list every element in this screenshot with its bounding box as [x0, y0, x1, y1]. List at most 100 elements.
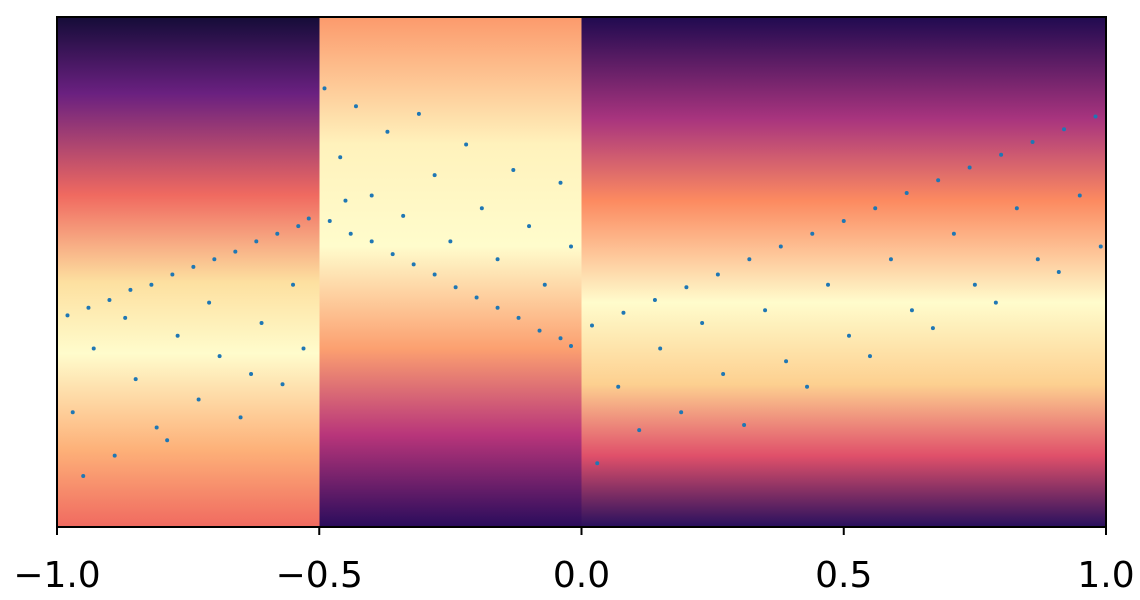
point — [65, 313, 70, 318]
x-tick-label: 0.5 — [815, 555, 872, 596]
point — [999, 152, 1004, 157]
point — [154, 425, 159, 430]
point — [238, 415, 243, 420]
points — [65, 86, 1103, 478]
x-tick-label: −0.5 — [276, 555, 363, 596]
point — [909, 308, 914, 313]
point — [846, 333, 851, 338]
point — [191, 264, 196, 269]
point — [867, 354, 872, 359]
point — [679, 410, 684, 415]
point — [91, 346, 96, 351]
point — [322, 86, 327, 91]
point — [805, 384, 810, 389]
point — [369, 239, 374, 244]
point — [936, 178, 941, 183]
point — [537, 328, 542, 333]
point — [259, 321, 264, 325]
point — [296, 224, 301, 229]
point — [275, 231, 280, 236]
point — [511, 168, 516, 172]
point — [369, 193, 374, 198]
point — [128, 287, 133, 292]
point — [621, 310, 626, 315]
point — [86, 305, 91, 310]
point — [170, 272, 175, 277]
point — [841, 219, 846, 223]
point — [353, 104, 358, 109]
point — [1035, 257, 1040, 262]
x-tick-label: 1.0 — [1077, 555, 1134, 596]
point — [826, 282, 831, 287]
point — [217, 354, 222, 359]
point — [175, 333, 180, 338]
heatmap — [57, 17, 320, 527]
point — [569, 244, 574, 249]
point — [873, 206, 878, 211]
point — [254, 239, 259, 244]
point — [495, 257, 500, 262]
heatmap — [581, 17, 1106, 527]
point — [569, 343, 574, 348]
point — [149, 282, 154, 287]
point — [301, 346, 306, 351]
point — [432, 173, 437, 178]
point — [1098, 244, 1103, 249]
point — [558, 336, 563, 341]
point — [1014, 206, 1019, 211]
point — [411, 262, 416, 267]
point — [516, 315, 521, 320]
point — [280, 382, 285, 387]
point — [1030, 139, 1035, 144]
point — [658, 346, 663, 351]
point — [112, 453, 117, 458]
point — [448, 239, 453, 244]
point — [233, 249, 238, 254]
point — [453, 285, 458, 290]
point — [589, 323, 594, 328]
point — [763, 308, 768, 313]
point — [495, 305, 500, 310]
point — [291, 282, 296, 287]
point — [474, 295, 479, 300]
point — [385, 129, 390, 134]
point — [888, 257, 893, 262]
point — [212, 257, 217, 262]
point — [684, 285, 689, 290]
point — [81, 474, 86, 478]
point — [107, 298, 112, 303]
point — [249, 372, 254, 376]
point — [1062, 127, 1067, 132]
point — [1077, 193, 1082, 198]
point — [432, 272, 437, 277]
point — [972, 282, 977, 287]
point — [527, 224, 532, 229]
point — [810, 231, 815, 236]
heatmap — [319, 17, 582, 527]
point — [464, 142, 469, 147]
x-tick-label: −1.0 — [13, 555, 100, 596]
point — [70, 410, 75, 415]
point — [747, 257, 752, 262]
point — [742, 423, 747, 427]
point — [207, 300, 212, 305]
point — [558, 180, 563, 185]
point — [348, 231, 353, 236]
x-tick-label: 0.0 — [553, 555, 610, 596]
point — [416, 111, 421, 116]
point — [165, 438, 170, 443]
point — [715, 272, 720, 277]
point — [652, 298, 657, 303]
point — [993, 300, 998, 305]
point — [637, 428, 642, 433]
point — [778, 244, 783, 249]
point — [338, 155, 343, 160]
point — [196, 397, 201, 402]
point — [327, 219, 332, 223]
point — [930, 326, 935, 331]
point — [390, 252, 395, 257]
point — [401, 213, 406, 218]
point — [721, 372, 726, 376]
point — [1056, 270, 1061, 274]
